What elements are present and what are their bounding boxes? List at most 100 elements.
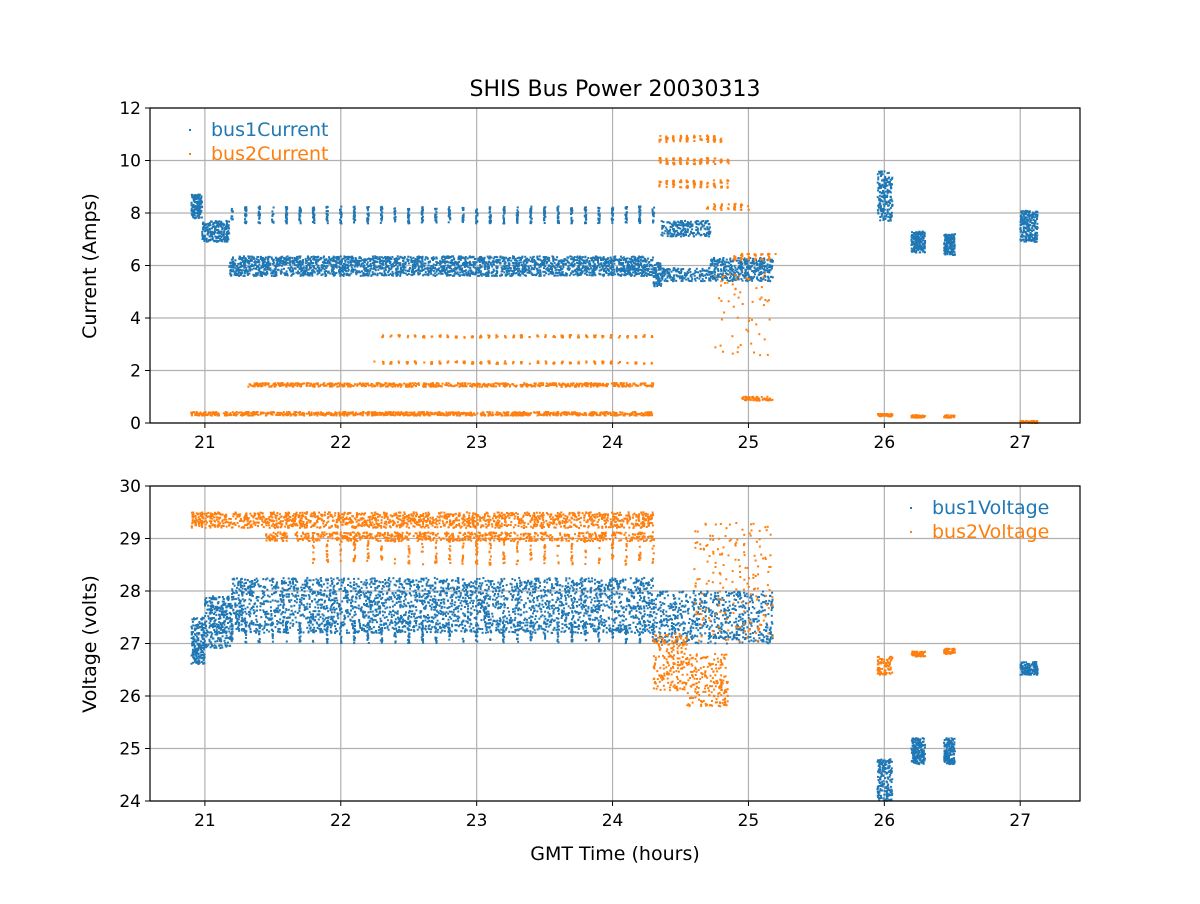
data-point [881,215,883,217]
data-point [768,278,770,280]
data-point [500,256,502,258]
data-point [653,213,655,215]
data-point [658,284,660,286]
data-point [489,218,491,220]
data-point [275,257,277,259]
data-point [753,271,755,273]
data-point [310,262,312,264]
data-point [744,273,746,275]
data-point [504,263,506,265]
data-point [651,271,653,273]
data-point [915,241,917,243]
data-point [648,262,650,264]
data-point [325,270,327,272]
data-point [281,262,283,264]
data-point [616,259,618,261]
data-point [271,210,273,212]
data-point [890,187,892,189]
data-point [215,240,217,242]
data-point [299,211,301,213]
data-point [281,265,283,267]
data-point [340,220,342,222]
data-point [259,222,261,224]
data-point [305,260,307,262]
data-point [325,259,327,261]
data-point [621,264,623,266]
data-point [404,263,406,265]
data-point [335,261,337,263]
data-point [462,274,464,276]
data-point [300,266,302,268]
data-point [377,273,379,275]
data-point [325,267,327,269]
data-point [191,208,193,210]
data-point [327,272,329,274]
data-point [481,266,483,268]
data-point [879,191,881,193]
data-point [678,227,680,229]
chart-title: SHIS Bus Power 20030313 [470,77,761,102]
data-point [244,262,246,264]
data-point [517,257,519,259]
data-point [270,272,272,274]
data-point [395,268,397,270]
data-point [678,271,680,273]
data-point [198,195,200,197]
data-point [231,208,233,210]
data-point [377,261,379,263]
data-point [887,205,889,207]
data-point [477,213,479,215]
data-point [326,213,328,215]
data-point [661,279,663,281]
data-point [204,224,206,226]
data-point [882,208,884,210]
data-point [768,269,770,271]
data-point [623,266,625,268]
data-point [292,273,294,275]
data-point [372,271,374,273]
data-point [419,261,421,263]
data-point [560,262,562,264]
data-point [593,270,595,272]
data-point [707,227,709,229]
data-point [687,278,689,280]
data-point [714,271,716,273]
data-point [729,277,731,279]
data-point [632,272,634,274]
data-point [538,269,540,271]
data-point [408,214,410,216]
data-point [587,268,589,270]
data-point [300,275,302,277]
data-point [288,267,290,269]
data-point [449,214,451,216]
data-point [766,267,768,269]
data-point [384,273,386,275]
data-point [557,213,559,215]
data-point [373,268,375,270]
data-point [641,274,643,276]
data-point [342,274,344,276]
data-point [726,279,728,281]
data-point [331,267,333,269]
data-point [415,258,417,260]
data-point [548,260,550,262]
data-point [247,255,249,257]
data-point [399,275,401,277]
data-point [536,256,538,258]
data-point [666,233,668,235]
data-point [705,222,707,224]
data-point [709,274,711,276]
data-point [516,260,518,262]
data-point [614,258,616,260]
data-point [197,210,199,212]
data-point [708,267,710,269]
data-point [674,233,676,235]
data-point [733,277,735,279]
data-point [702,278,704,280]
data-point [475,215,477,217]
data-point [253,275,255,277]
data-point [221,231,223,233]
data-point [295,268,297,270]
data-point [666,272,668,274]
data-point [275,269,277,271]
